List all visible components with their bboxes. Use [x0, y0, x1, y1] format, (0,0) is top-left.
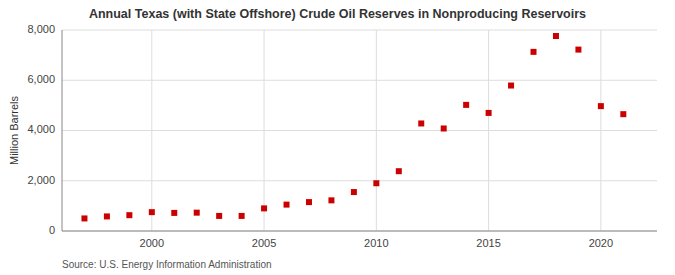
point — [239, 213, 245, 219]
x-axis-line — [62, 231, 657, 232]
point — [486, 110, 492, 116]
point — [441, 125, 447, 131]
point — [463, 102, 469, 108]
x-grid-line — [488, 30, 489, 231]
y-axis-line — [62, 30, 63, 231]
y-tick-label: 8,000 — [27, 23, 55, 35]
x-tick-label: 2005 — [252, 237, 276, 249]
x-tick-label: 2000 — [140, 237, 164, 249]
y-grid-line — [62, 231, 657, 232]
y-tick-label: 6,000 — [27, 73, 55, 85]
point — [351, 189, 357, 195]
point — [126, 212, 132, 218]
point — [81, 215, 87, 221]
x-grid-line — [151, 30, 152, 231]
y-tick-label: 4,000 — [27, 123, 55, 135]
x-grid-line — [264, 30, 265, 231]
y-axis-label: Million Barrels — [8, 95, 20, 165]
y-grid-line — [62, 30, 657, 31]
point — [418, 120, 424, 126]
chart-container: 0 2,000 4,000 6,000 8,000 2000 2005 2010 2015 202… — [0, 0, 675, 275]
y-grid-line — [62, 80, 657, 81]
point — [620, 111, 626, 117]
point — [396, 168, 402, 174]
point — [194, 210, 200, 216]
point — [575, 47, 581, 53]
x-tick-label: 2015 — [476, 237, 500, 249]
points — [81, 33, 626, 221]
point — [598, 103, 604, 109]
chart: 0 2,000 4,000 6,000 8,000 2000 2005 2010 2015 202… — [0, 0, 675, 275]
point — [261, 205, 267, 211]
point — [171, 210, 177, 216]
point — [508, 83, 514, 89]
x-tick-label: 2020 — [589, 237, 613, 249]
x-tick-label: 2010 — [364, 237, 388, 249]
point — [216, 213, 222, 219]
point — [149, 209, 155, 215]
point — [104, 213, 110, 219]
y-grid-line — [62, 130, 657, 131]
point — [373, 180, 379, 186]
y-tick-label: 0 — [49, 224, 55, 236]
y-tick-label: 2,000 — [27, 174, 55, 186]
source: Source: U.S. Energy Information Administ… — [62, 259, 272, 270]
x-grid-line — [600, 30, 601, 231]
point — [306, 199, 312, 205]
x-grid-line — [376, 30, 377, 231]
title: Annual Texas (with State Offshore) Crude… — [89, 7, 586, 21]
point — [328, 197, 334, 203]
point — [553, 33, 559, 39]
grid — [62, 30, 657, 231]
axes: 0 2,000 4,000 6,000 8,000 2000 2005 2010 2015 202… — [27, 23, 657, 249]
point — [284, 202, 290, 208]
point — [531, 49, 537, 55]
y-grid-line — [62, 180, 657, 181]
